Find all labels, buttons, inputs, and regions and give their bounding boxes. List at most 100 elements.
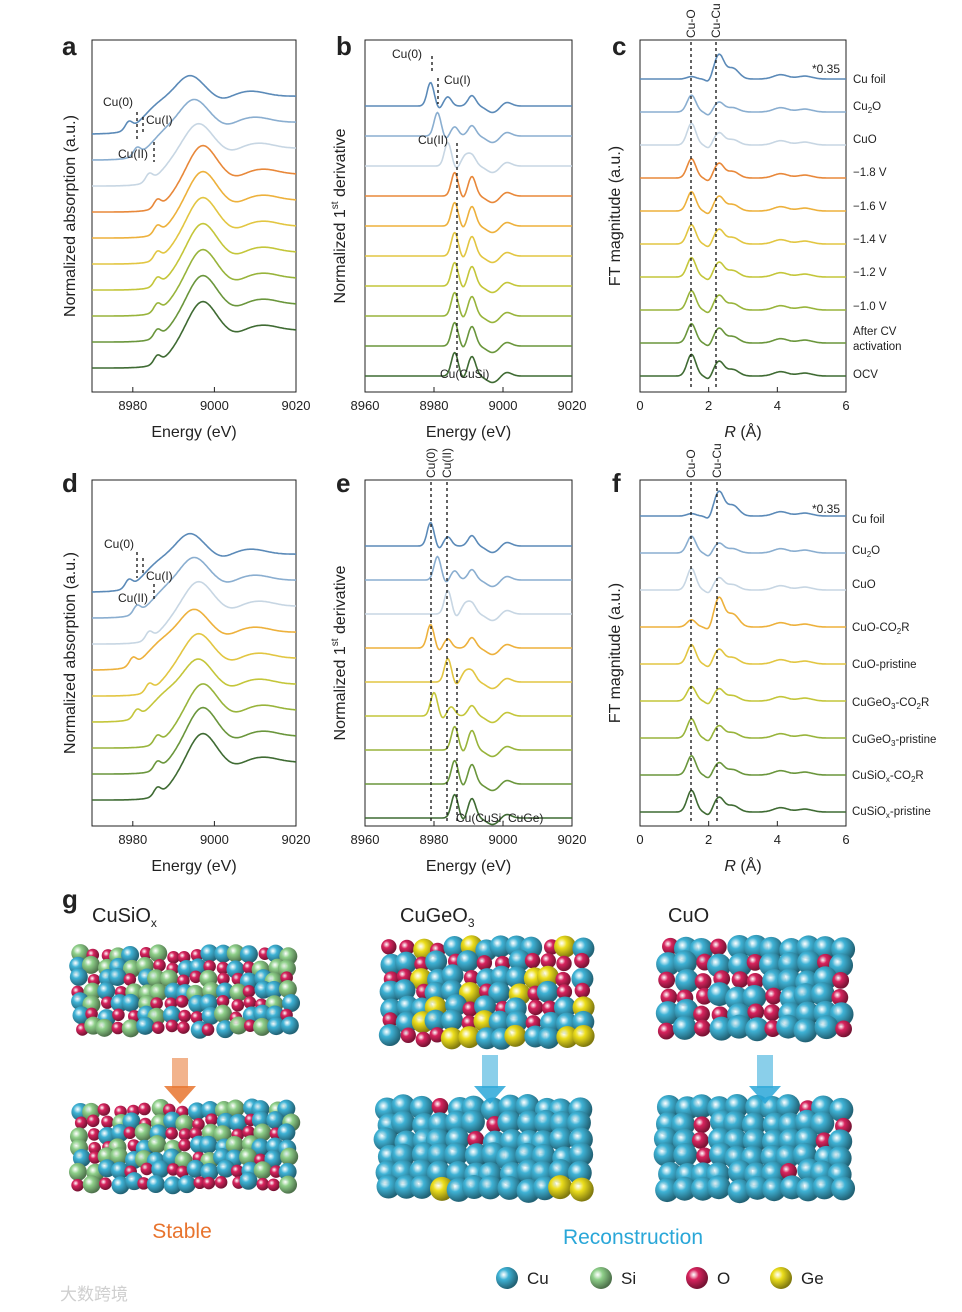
atom — [517, 1110, 542, 1135]
x-tick-label: 8960 — [351, 398, 380, 413]
atom — [391, 1110, 416, 1135]
atom — [655, 1001, 680, 1026]
atom — [797, 950, 822, 975]
legend-swatch-si — [590, 1267, 612, 1289]
atom — [381, 939, 397, 955]
series-line--1.2-V — [640, 256, 846, 281]
atom — [536, 980, 559, 1003]
atom — [694, 973, 712, 990]
atom — [277, 1123, 296, 1142]
series-label: CuO-pristine — [852, 659, 917, 671]
atom — [673, 950, 698, 975]
series-line--1.8-V — [92, 144, 296, 213]
panel-label-b: b — [336, 31, 352, 61]
x-tick-label: 0 — [636, 832, 643, 847]
series-label: −1.8 V — [853, 167, 887, 179]
atom — [488, 1010, 511, 1033]
atom — [280, 1016, 299, 1035]
series-line-CuGeO3-CO2R — [92, 658, 296, 723]
atom-legend: Cu Si O Ge — [496, 1267, 824, 1289]
x-axis-label: Energy (eV) — [426, 858, 511, 875]
panel-label-g: g — [62, 884, 78, 914]
x-tick-label: 8980 — [420, 398, 449, 413]
series-labels: Cu foil Cu2O CuO −1.8 V −1.6 V −1.4 V −1.2 V −1… — [853, 74, 902, 381]
atom — [213, 1004, 232, 1023]
atom — [675, 968, 700, 993]
atom — [524, 952, 541, 969]
atom — [140, 1162, 154, 1176]
arrow-shaft — [172, 1058, 188, 1088]
series-labels: Cu foil Cu2O CuO CuO-CO2R CuO-pristine CuGeO3… — [852, 514, 936, 820]
atom — [88, 1141, 101, 1155]
atom — [111, 1021, 125, 1035]
atom — [100, 996, 114, 1009]
atom — [541, 1000, 558, 1016]
x-tick-label: 8980 — [118, 398, 147, 413]
series-label: CuSiOx-CO2R — [852, 770, 924, 784]
atom — [153, 959, 166, 972]
series-line-CuO-CO2R — [92, 608, 296, 671]
atom — [574, 952, 590, 969]
atom — [556, 1026, 579, 1049]
annotation: Cu(0) — [103, 95, 133, 109]
series-line-Cu2O — [640, 94, 846, 116]
atom — [571, 967, 594, 990]
atom — [810, 982, 835, 1007]
atom — [813, 936, 838, 961]
atom — [68, 1162, 87, 1181]
atom — [476, 955, 493, 971]
atom — [121, 993, 140, 1012]
series-group — [365, 81, 572, 384]
x-tick-label: 9000 — [200, 832, 229, 847]
series-line-Cu2O — [92, 98, 296, 161]
atom — [793, 1018, 818, 1043]
x-tick-label: 6 — [842, 832, 849, 847]
series-line--1.4-V — [640, 223, 846, 248]
atom — [693, 1116, 711, 1134]
atom — [165, 1019, 179, 1033]
series-line-CuO — [640, 122, 846, 149]
atom — [99, 1177, 112, 1191]
plot-frame — [364, 39, 573, 393]
atom — [162, 1005, 181, 1024]
series-line-CuSiOx-CO2R — [92, 706, 296, 775]
atom — [108, 967, 127, 986]
series-line-OCV — [92, 300, 296, 369]
series-line-OCV — [640, 353, 846, 380]
series-line-CuSiOx-pristine — [365, 793, 572, 826]
series-line--1.4-V — [365, 231, 572, 264]
series-line-CuO — [365, 141, 572, 174]
atom — [657, 1022, 675, 1040]
atom — [266, 1111, 285, 1130]
atom — [251, 1138, 270, 1157]
atom — [123, 973, 137, 986]
atom — [229, 1113, 248, 1132]
atom — [71, 1178, 84, 1192]
arrow-shaft — [482, 1055, 498, 1088]
series-label: CuO — [852, 579, 876, 591]
panel-g: CuSiOx CuGeO3 CuO Stable Reconstruction … — [68, 905, 856, 1289]
atom — [101, 1115, 114, 1129]
legend-label-o: O — [717, 1269, 730, 1288]
atom — [444, 1142, 469, 1167]
slab-cusiox-after — [68, 1098, 301, 1195]
atom — [415, 1031, 432, 1048]
series-line-CuGeO3-pristine — [640, 717, 846, 742]
reconstruction-label: Reconstruction — [563, 1226, 703, 1249]
x-axis-label: Energy (eV) — [151, 424, 236, 441]
atom — [574, 982, 591, 999]
atom — [267, 1178, 280, 1192]
atom — [727, 1014, 752, 1039]
chart-e: 8960 8980 9000 9020 Energy (eV) Normalized 1s… — [330, 448, 586, 875]
plot-frame — [91, 479, 297, 827]
atom — [279, 1175, 298, 1194]
atom — [147, 969, 166, 988]
atom — [267, 1017, 286, 1036]
atom — [177, 1175, 196, 1194]
series-line-CuGeO3-pristine — [92, 683, 296, 749]
atom — [400, 1027, 416, 1043]
atom — [441, 964, 464, 987]
atom — [572, 1024, 595, 1047]
atom — [97, 982, 116, 1001]
